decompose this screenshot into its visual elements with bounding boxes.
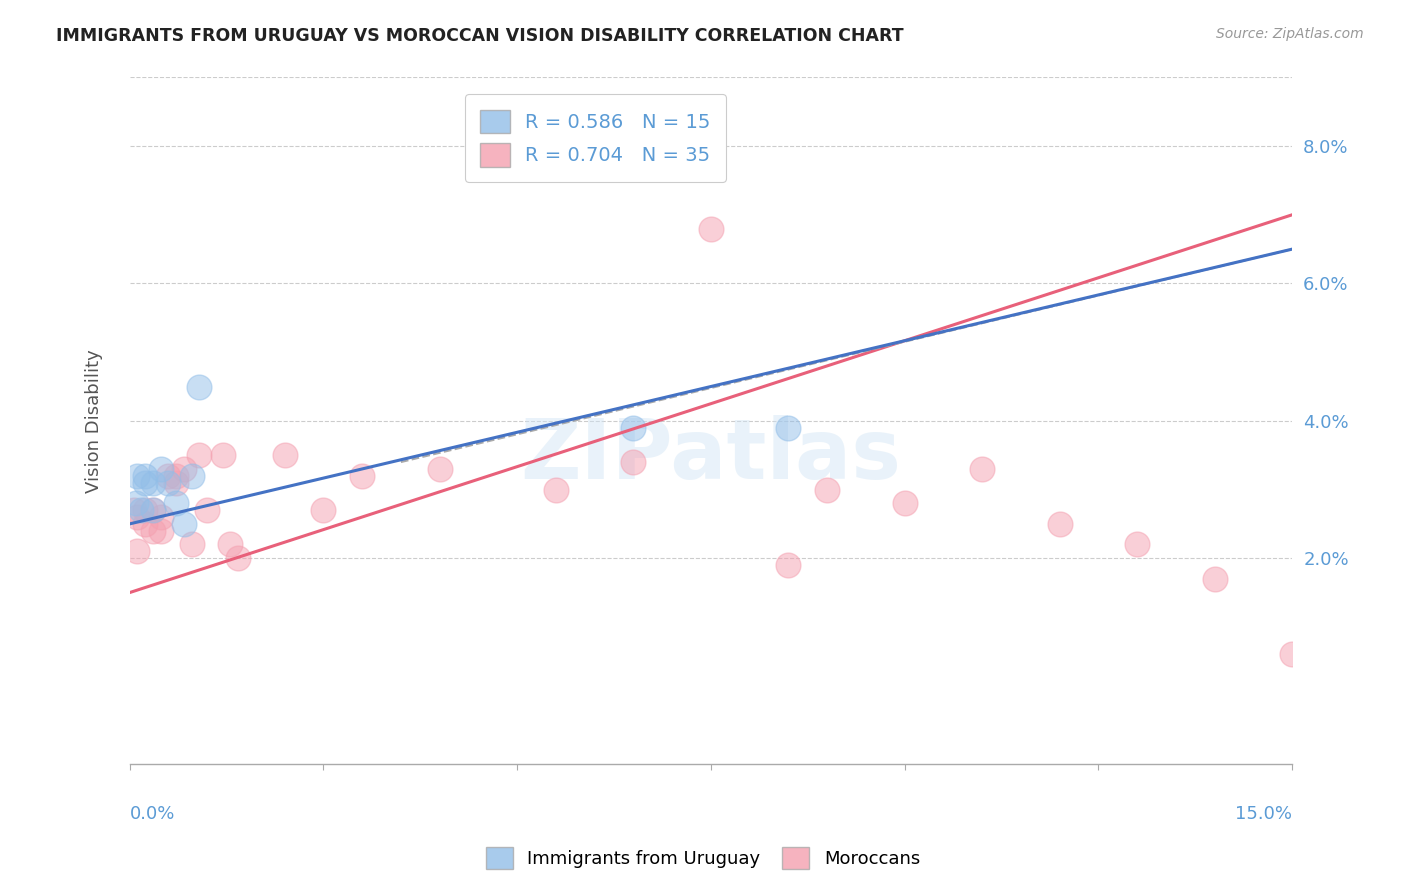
Point [226,551,249,566]
Point [429,462,451,476]
Point [661,160,683,174]
Point [219,537,242,551]
Point [142,503,165,517]
Point [1126,537,1149,551]
Point [165,475,187,490]
Point [1281,648,1303,662]
Point [188,448,211,462]
Point [1204,572,1226,586]
Point [173,462,195,476]
Point [125,496,148,510]
Point [173,516,195,531]
Text: Source: ZipAtlas.com: Source: ZipAtlas.com [1216,27,1364,41]
Point [127,510,149,524]
Legend: Immigrants from Uruguay, Moroccans: Immigrants from Uruguay, Moroccans [477,838,929,879]
Point [893,496,915,510]
Point [165,468,187,483]
Text: 15.0%: 15.0% [1234,805,1292,823]
Point [134,516,156,531]
Point [180,468,202,483]
Point [157,468,180,483]
Point [211,448,233,462]
Point [188,379,211,393]
Point [621,455,644,469]
Point [134,468,156,483]
Point [127,468,149,483]
Point [127,544,149,558]
Point [778,421,800,435]
Point [1049,516,1071,531]
Point [142,475,165,490]
Point [700,221,723,235]
Point [273,448,295,462]
Point [972,462,994,476]
Text: IMMIGRANTS FROM URUGUAY VS MOROCCAN VISION DISABILITY CORRELATION CHART: IMMIGRANTS FROM URUGUAY VS MOROCCAN VISI… [56,27,904,45]
Text: 0.0%: 0.0% [129,805,176,823]
Point [621,421,644,435]
Y-axis label: Vision Disability: Vision Disability [86,349,103,492]
Legend: R = 0.586   N = 15, R = 0.704   N = 35: R = 0.586 N = 15, R = 0.704 N = 35 [465,94,725,182]
Point [815,483,838,497]
Point [142,503,165,517]
Point [778,558,800,573]
Point [165,496,187,510]
Point [180,537,202,551]
Point [195,503,218,517]
Point [149,510,172,524]
Point [142,524,165,538]
Point [149,462,172,476]
Point [134,503,156,517]
Point [134,475,156,490]
Point [157,475,180,490]
Point [312,503,335,517]
Point [131,503,153,517]
Point [352,468,374,483]
Point [122,503,145,517]
Point [544,483,567,497]
Point [149,524,172,538]
Text: ZIPatlas: ZIPatlas [520,415,901,496]
